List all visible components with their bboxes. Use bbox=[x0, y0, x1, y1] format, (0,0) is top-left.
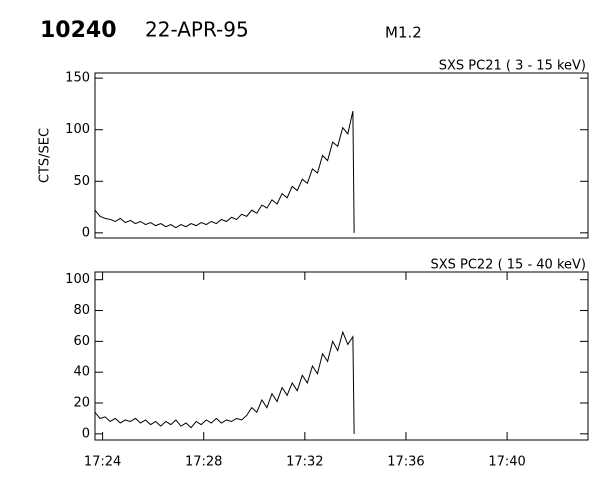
x-tick-label: 17:24 bbox=[84, 455, 121, 470]
x-tick-label: 17:32 bbox=[286, 455, 323, 470]
y-tick-label: 0 bbox=[82, 225, 90, 240]
panel-subtitle: SXS PC21 ( 3 - 15 keV) bbox=[439, 59, 586, 74]
y-tick-label: 40 bbox=[73, 365, 90, 380]
y-tick-label: 100 bbox=[65, 122, 90, 137]
event-id: 10240 bbox=[40, 18, 117, 43]
count-rate-line bbox=[94, 111, 355, 233]
y-tick-label: 50 bbox=[73, 174, 90, 189]
x-tick-label: 17:28 bbox=[185, 455, 222, 470]
plot-frame bbox=[94, 72, 589, 239]
y-axis-label: CTS/SEC bbox=[38, 128, 53, 183]
y-tick-label: 150 bbox=[65, 71, 90, 86]
y-tick-label: 20 bbox=[73, 396, 90, 411]
x-tick-label: 17:40 bbox=[488, 455, 525, 470]
y-tick-label: 100 bbox=[65, 272, 90, 287]
panel-subtitle: SXS PC22 ( 15 - 40 keV) bbox=[430, 258, 586, 273]
flare-class: M1.2 bbox=[385, 24, 422, 42]
count-rate-line bbox=[94, 330, 355, 434]
x-tick-label: 17:36 bbox=[387, 455, 424, 470]
y-tick-label: 80 bbox=[73, 303, 90, 318]
plot-frame bbox=[94, 271, 589, 441]
y-tick-label: 60 bbox=[73, 334, 90, 349]
y-tick-label: 0 bbox=[82, 426, 90, 441]
event-date: 22-APR-95 bbox=[145, 18, 249, 42]
